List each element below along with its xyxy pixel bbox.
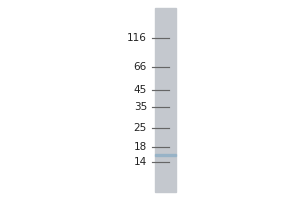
Text: 35: 35 [134,102,147,112]
Text: 25: 25 [134,123,147,133]
Text: 45: 45 [134,85,147,95]
Text: 66: 66 [134,62,147,72]
Text: 14: 14 [134,157,147,167]
Bar [154,8,176,192]
Text: 18: 18 [134,142,147,152]
Text: 116: 116 [127,33,147,43]
Bar [154,154,176,156]
